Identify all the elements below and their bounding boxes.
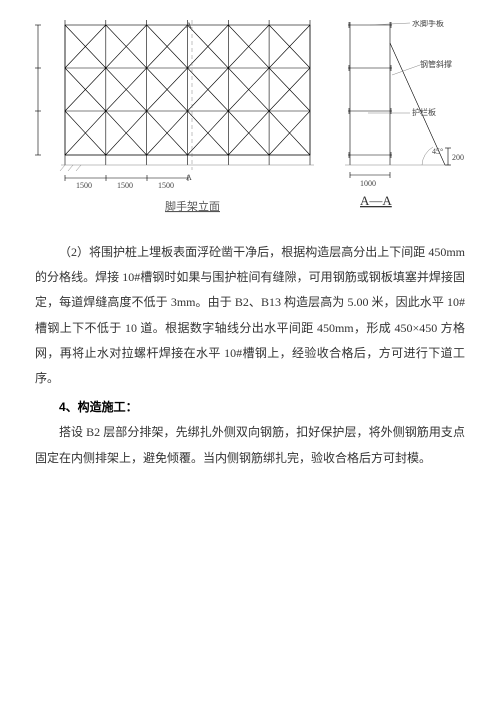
elevation-drawing: A A 1500 1500 1500 1500 1500 1500 脚手架立面	[30, 20, 320, 215]
section-drawing: 水脚手板 钢管斜撑 护栏板 45° 1000 200 A—A	[340, 20, 490, 215]
heading-4: 4、构造施工：	[35, 395, 465, 420]
section-marker-bottom: A	[186, 173, 192, 182]
hdim-0: 1500	[76, 181, 92, 190]
hdim-1: 1500	[117, 181, 133, 190]
vdim-0: 1500	[30, 34, 32, 50]
label-diagonal-brace: 钢管斜撑	[420, 59, 452, 69]
vdim-1: 1500	[30, 78, 32, 94]
label-horizontal-member: 水脚手板	[412, 20, 444, 28]
paragraph-3: 搭设 B2 层部分排架，先绑扎外侧双向钢筋，扣好保护层，将外侧钢筋用支点固定在内…	[35, 420, 465, 470]
paragraph-2: （2）将围护桩上埋板表面浮砼凿干净后，根据构造层高分出上下间距 450mm 的分…	[35, 240, 465, 391]
section-marker-top: A	[186, 21, 192, 30]
vdim-2: 1500	[30, 121, 32, 137]
section-hdim: 1000	[360, 179, 376, 188]
label-guard-panel: 护栏板	[412, 107, 436, 117]
section-vdim: 200	[452, 153, 464, 162]
hdim-2: 1500	[158, 181, 174, 190]
elevation-caption: 脚手架立面	[165, 199, 220, 213]
angle-label: 45°	[432, 147, 443, 156]
section-caption: A—A	[360, 193, 392, 208]
figure-area: A A 1500 1500 1500 1500 1500 1500 脚手架立面	[20, 20, 480, 230]
